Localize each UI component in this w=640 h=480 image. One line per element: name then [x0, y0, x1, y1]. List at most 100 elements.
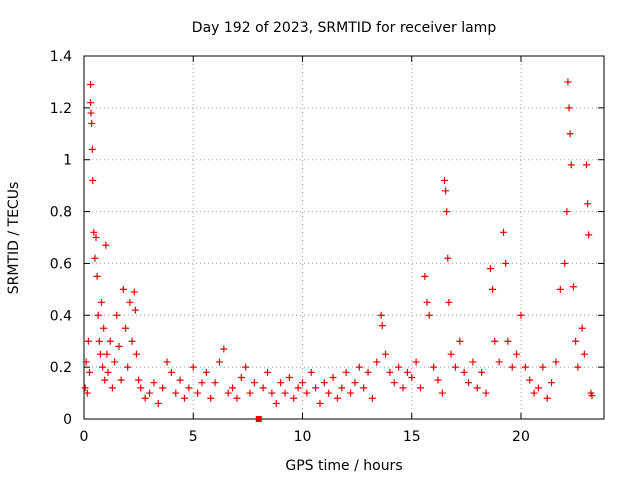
x-axis-label: GPS time / hours	[285, 458, 402, 474]
data-point	[83, 389, 91, 397]
data-point	[556, 285, 564, 293]
data-point	[172, 389, 180, 397]
data-point	[416, 384, 424, 392]
data-point	[102, 241, 110, 249]
data-point	[163, 358, 171, 366]
data-point	[565, 104, 573, 112]
data-points	[81, 78, 596, 422]
x-tick-label: 10	[294, 429, 312, 445]
data-point	[237, 374, 245, 382]
data-point	[126, 298, 134, 306]
data-point	[395, 363, 403, 371]
data-point	[564, 78, 572, 86]
data-point	[489, 285, 497, 293]
y-tick-label: 1.2	[50, 101, 72, 117]
data-point	[298, 379, 306, 387]
data-point	[451, 363, 459, 371]
data-point	[588, 392, 596, 400]
data-point	[572, 337, 580, 345]
data-point	[566, 130, 574, 138]
chart-title: Day 192 of 2023, SRMTID for receiver lam…	[192, 20, 497, 36]
data-point	[469, 358, 477, 366]
data-point	[351, 379, 359, 387]
data-point	[215, 358, 223, 366]
data-point	[491, 337, 499, 345]
data-point	[119, 285, 127, 293]
data-point	[87, 109, 95, 117]
data-point	[578, 324, 586, 332]
data-point	[94, 311, 102, 319]
data-point	[89, 176, 97, 184]
data-point	[285, 374, 293, 382]
data-point	[194, 389, 202, 397]
data-point	[430, 363, 438, 371]
data-point	[122, 324, 130, 332]
data-point	[87, 99, 95, 107]
data-point	[548, 379, 556, 387]
x-tick-label: 0	[80, 429, 89, 445]
data-point	[539, 363, 547, 371]
data-point	[131, 306, 139, 314]
data-point	[563, 208, 571, 216]
data-point	[95, 337, 103, 345]
data-point	[268, 389, 276, 397]
data-point	[128, 337, 136, 345]
plot-frame	[83, 55, 605, 420]
data-point	[482, 389, 490, 397]
data-point	[495, 358, 503, 366]
data-point	[233, 394, 241, 402]
data-point	[88, 119, 96, 127]
data-point	[307, 368, 315, 376]
data-point	[412, 358, 420, 366]
data-point	[312, 384, 320, 392]
data-point	[441, 176, 449, 184]
data-point	[378, 322, 386, 330]
data-point	[146, 389, 154, 397]
data-point	[88, 145, 96, 153]
data-point	[137, 384, 145, 392]
data-point	[106, 337, 114, 345]
y-tick-label: 0.8	[50, 205, 72, 221]
axis-ticks	[83, 55, 604, 420]
data-point	[360, 384, 368, 392]
data-point	[242, 363, 250, 371]
data-point	[521, 363, 529, 371]
data-point	[189, 363, 197, 371]
data-point	[465, 379, 473, 387]
data-point	[154, 399, 162, 407]
data-point	[347, 389, 355, 397]
data-point	[117, 376, 125, 384]
data-point	[530, 389, 538, 397]
data-point	[100, 324, 108, 332]
data-point	[320, 379, 328, 387]
data-point	[473, 384, 481, 392]
x-tick-label: 5	[189, 429, 198, 445]
data-point	[277, 379, 285, 387]
data-point	[447, 350, 455, 358]
x-tick-labels: 0 5 10 15 20	[80, 429, 530, 445]
y-tick-label: 0.4	[50, 308, 72, 324]
data-point	[561, 259, 569, 267]
data-point	[96, 350, 104, 358]
data-point	[585, 231, 593, 239]
data-point	[499, 228, 507, 236]
data-point	[567, 161, 575, 169]
data-point	[399, 384, 407, 392]
data-point	[444, 254, 452, 262]
y-axis-label: SRMTID / TECUs	[6, 182, 22, 295]
data-point	[342, 368, 350, 376]
data-point	[508, 363, 516, 371]
data-point	[373, 358, 381, 366]
data-point	[84, 337, 92, 345]
data-point	[97, 298, 105, 306]
data-point	[181, 394, 189, 402]
data-point	[478, 368, 486, 376]
x-tick-label: 20	[512, 429, 530, 445]
data-point	[526, 376, 534, 384]
data-point	[90, 228, 98, 236]
data-point	[456, 337, 464, 345]
data-point	[408, 374, 416, 382]
data-point	[502, 259, 510, 267]
data-point	[167, 368, 175, 376]
